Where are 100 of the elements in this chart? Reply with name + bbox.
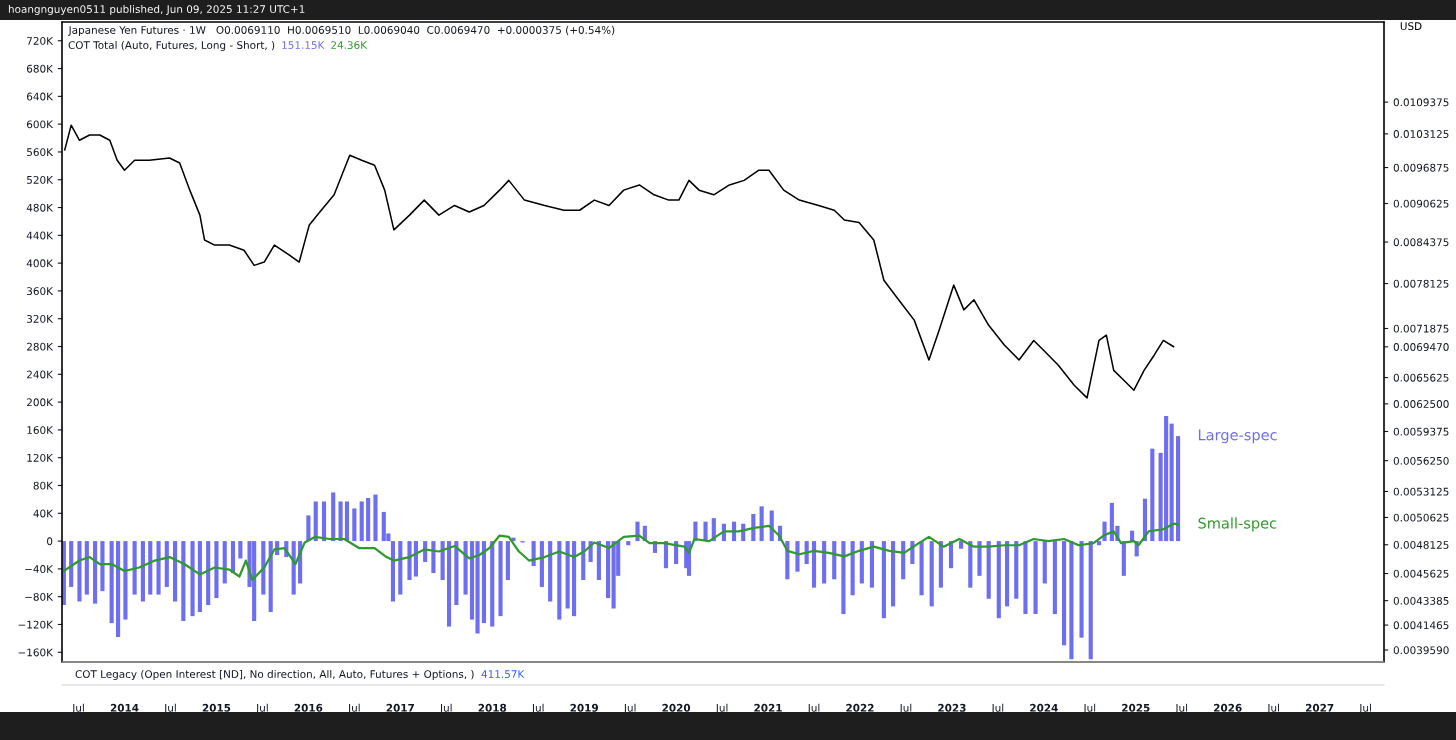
annotation: 24.36K (331, 41, 368, 50)
bar (93, 541, 98, 604)
y-tick-label: −80K (25, 592, 54, 601)
y2-tick-label: 0.0039590 (1393, 646, 1449, 655)
bar (84, 541, 89, 595)
y2-tick-label: 0.0103125 (1393, 130, 1449, 138)
bar (446, 541, 452, 627)
bar (214, 541, 219, 599)
y2-tick-label: 0.0056250 (1393, 456, 1449, 465)
bar (1121, 541, 1126, 576)
bar (261, 541, 266, 595)
bar (498, 541, 503, 617)
bar (959, 541, 964, 549)
y2-tick-label: 0.0048125 (1393, 540, 1449, 549)
bar (1150, 448, 1155, 542)
text: hoangnguyen0511 published, Jun 09, 2025 11:27 UTC+1 (8, 4, 305, 16)
bar (919, 541, 924, 596)
y2-tick-label: 0.0041465 (1393, 621, 1449, 630)
y-tick-label: 200K (27, 398, 54, 407)
y2-tick-label: 0.0069470 (1393, 343, 1449, 351)
bar (986, 541, 991, 599)
x-tick-label: 2027 (1305, 703, 1334, 712)
bar (539, 541, 544, 587)
y-tick-label: 640K (26, 92, 54, 101)
bar (1062, 541, 1067, 646)
y2-tick-label: 0.0059375 (1393, 427, 1449, 436)
bar (626, 541, 631, 546)
bar (968, 541, 973, 588)
bar (832, 541, 837, 580)
bar (572, 541, 577, 617)
bar (373, 494, 378, 542)
bar (313, 501, 318, 542)
bar (156, 541, 161, 595)
bar (197, 541, 202, 612)
bar (407, 541, 412, 580)
bar (359, 501, 364, 542)
bar (291, 541, 296, 595)
x-tick-label: 2026 (1214, 703, 1242, 712)
bar (331, 492, 336, 542)
y-tick-label: 480K (26, 203, 54, 212)
y2-tick-label: 0.0109375 (1393, 98, 1449, 107)
x-tick-label: 2018 (478, 703, 507, 712)
bar (1014, 541, 1019, 599)
bar (606, 541, 611, 599)
x-tick-label: 2021 (754, 703, 782, 712)
y-tick-label: 160K (27, 426, 54, 435)
bar (505, 541, 510, 580)
chart-title: Japanese Yen Futures · 1W O0.0069110 H0.0069510 L0.0069040 C0.0069470 +0.0000375 (+0.54%) (68, 25, 615, 36)
bar (811, 541, 817, 588)
bar (548, 541, 553, 602)
y-tick-label: −120K (18, 620, 54, 629)
bar (1079, 541, 1084, 638)
bar (1052, 541, 1057, 615)
bar (565, 541, 570, 609)
bar (366, 498, 371, 542)
bar (306, 515, 311, 542)
x-tick-label: 2014 (110, 703, 139, 712)
text: COT Legacy (Open Interest [ND], No direction, All, Auto, Futures + Options, ) (75, 669, 474, 681)
bar (850, 541, 855, 596)
bar (109, 541, 114, 624)
bar (116, 541, 121, 637)
y-tick-label: 720K (27, 36, 54, 45)
bar (1023, 541, 1028, 615)
y-tick-label: 440K (26, 231, 54, 240)
y2-tick-label: 0.0065625 (1393, 373, 1449, 382)
y-tick-label: 560K (27, 148, 54, 157)
y-tick-label: 520K (27, 175, 54, 184)
x-tick-label: 2020 (662, 703, 691, 712)
y-tick-label: −160K (18, 648, 54, 657)
y2-axis-title: USD (1400, 22, 1422, 31)
x-tick-label: 2016 (294, 703, 323, 712)
bar (901, 541, 906, 580)
bar (490, 541, 495, 627)
y-tick-label: 320K (27, 314, 54, 323)
x-tick-label: 2025 (1122, 703, 1150, 712)
y-tick-label: 120K (27, 453, 54, 462)
bar (1169, 423, 1174, 542)
bar (190, 541, 195, 617)
bar (206, 541, 211, 606)
bar (1005, 541, 1010, 607)
y2-tick-label: 0.0045625 (1393, 569, 1449, 578)
bar (1033, 541, 1038, 615)
bar (596, 541, 601, 580)
bar (222, 541, 227, 584)
bar (1176, 436, 1181, 542)
x-tick-label: 2017 (386, 703, 414, 712)
bar (140, 541, 145, 602)
bar (703, 521, 708, 542)
bar (929, 541, 934, 607)
x-tick-label: 2023 (938, 703, 966, 712)
y-tick-label: 680K (26, 64, 54, 73)
bar (891, 541, 896, 607)
bar (173, 541, 178, 602)
y-tick-label: 40K (33, 509, 54, 518)
bar (1069, 541, 1074, 660)
y2-tick-label: 0.0050625 (1393, 513, 1449, 522)
bar (977, 541, 982, 576)
bar (100, 541, 105, 592)
bar (841, 541, 846, 615)
bar (481, 541, 487, 624)
